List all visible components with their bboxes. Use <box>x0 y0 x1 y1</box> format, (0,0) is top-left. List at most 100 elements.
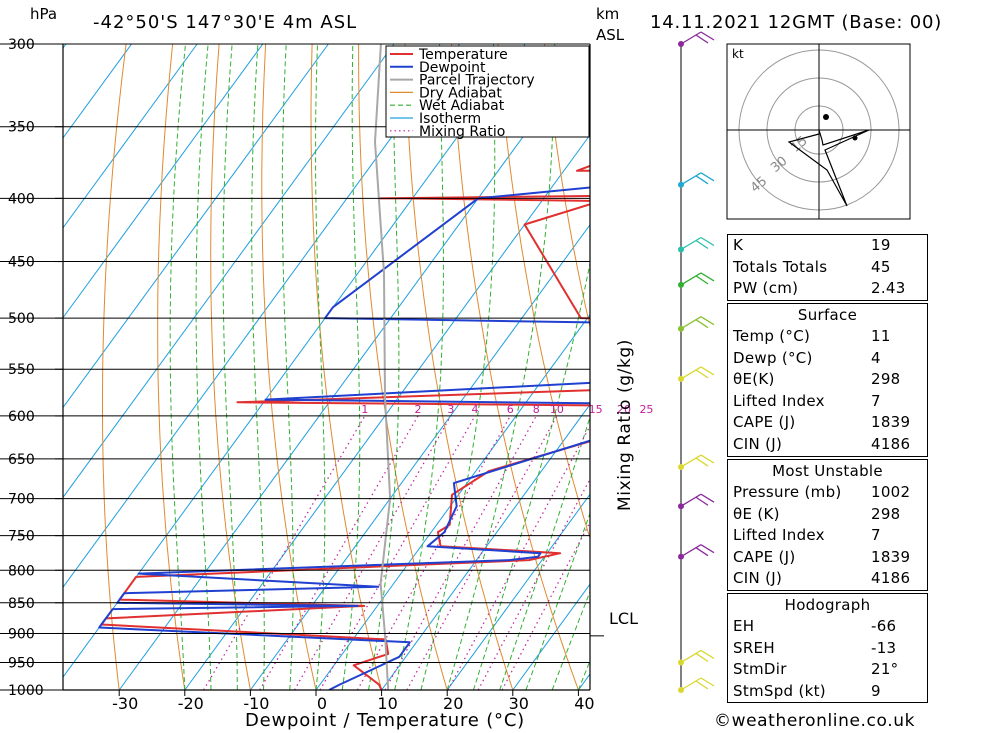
isotherm-line <box>118 44 590 690</box>
panel-row-label: CIN (J) <box>733 569 783 588</box>
panel-row-label: Pressure (mb) <box>733 483 842 501</box>
wet-adiabat-line <box>251 44 265 690</box>
wet-adiabat-line <box>472 261 590 690</box>
pressure-tick-label: 650 <box>8 452 35 468</box>
wind-barb <box>680 544 715 558</box>
isotherm-line <box>446 493 590 690</box>
panel-row: EH -66 <box>728 616 927 638</box>
hodograph-stats-panel: Hodograph EH -66 SREH -13 StmDir 21° StmSpd (k… <box>727 593 928 704</box>
panel-row-label: Temp (°C) <box>733 327 811 345</box>
sounding-profiles <box>98 44 590 690</box>
panel-row: StmSpd (kt) 9 <box>728 681 927 703</box>
x-tick-label: 20 <box>443 694 463 713</box>
pressure-tick-label: 600 <box>8 409 35 425</box>
dry-adiabat-line <box>917 44 1000 690</box>
panel-row: Lifted Index 7 <box>728 391 927 413</box>
panel-row: PW (cm) 2.43 <box>728 278 927 300</box>
panel-row-value: 1002 <box>871 483 911 501</box>
x-tick-label: 10 <box>377 694 397 713</box>
dry-adiabat-line <box>102 44 127 690</box>
wind-barb <box>680 454 715 468</box>
pressure-tick-label: 350 <box>8 120 35 136</box>
dry-adiabat-line <box>963 44 1000 690</box>
panel-row-value: 21° <box>871 660 899 679</box>
x-tick-label: -20 <box>178 694 204 713</box>
panel-row-label: EH <box>733 617 755 635</box>
isotherm-line <box>63 44 329 409</box>
mixing-ratio-axis-label: Mixing Ratio (g/kg) <box>615 339 635 511</box>
panel-row: Totals Totals 45 <box>728 257 927 279</box>
mixing-ratio-line <box>259 415 419 690</box>
indices-panel: K 19 Totals Totals 45 PW (cm) 2.43 <box>727 234 928 301</box>
dry-adiabat-line <box>544 44 590 329</box>
panel-row: θE (K) 298 <box>728 504 927 526</box>
isotherm-line <box>63 44 198 229</box>
lcl-label: LCL <box>609 609 638 628</box>
pressure-tick-label: 1000 <box>8 683 44 699</box>
panel-row-label: CIN (J) <box>733 434 783 453</box>
pressure-tick-label: 400 <box>8 191 35 207</box>
x-tick-label: -30 <box>112 694 138 713</box>
pressure-tick-label: 700 <box>8 492 35 508</box>
panel-row-value: 1839 <box>871 547 911 566</box>
pressure-unit: hPa <box>30 5 57 23</box>
pressure-tick-label: 850 <box>8 596 35 612</box>
panel-row-label: StmDir <box>733 660 787 679</box>
mixing-ratio-label: 1 <box>361 403 368 416</box>
panel-row-value: 11 <box>871 327 891 345</box>
wind-barb <box>680 172 715 186</box>
wet-adiabat-line <box>169 44 186 690</box>
panel-row: Pressure (mb) 1002 <box>728 482 927 504</box>
datetime-label: 14.11.2021 12GMT (Base: 00) <box>650 12 942 33</box>
wind-barb <box>680 31 715 45</box>
panel-row-value: 45 <box>871 257 891 276</box>
location-label: -42°50'S 147°30'E 4m ASL <box>93 12 357 33</box>
mixing-ratio-line <box>319 415 476 690</box>
x-tick-label: 40 <box>574 694 594 713</box>
panel-row-label: K <box>733 236 744 254</box>
wet-adiabat-line <box>394 44 444 690</box>
panel-row-value: 4186 <box>871 434 911 453</box>
wet-adiabat-line <box>341 44 361 690</box>
panel-row-label: θE(K) <box>733 370 775 389</box>
wind-barb <box>680 677 715 691</box>
isotherm-line <box>63 44 460 589</box>
panel-row: CAPE (J) 1839 <box>728 412 927 434</box>
dry-adiabat-line <box>210 44 251 690</box>
parcel-trajectory-series-line <box>374 44 392 690</box>
wind-profile <box>678 31 715 693</box>
wet-adiabat-line <box>446 44 556 690</box>
panel-row-label: Dewp (°C) <box>733 348 813 367</box>
panel-row-label: CAPE (J) <box>733 413 796 432</box>
panel-row-value: 1839 <box>871 413 911 432</box>
wet-adiabat-line <box>315 44 326 690</box>
mixing-ratio-label: 4 <box>472 403 479 416</box>
panel-row-value: 298 <box>871 370 901 389</box>
isotherm-line <box>63 44 264 319</box>
panel-row: Lifted Index 7 <box>728 525 927 547</box>
panel-row: StmDir 21° <box>728 659 927 681</box>
x-axis-label: Dewpoint / Temperature (°C) <box>245 710 525 731</box>
wind-barb <box>680 272 715 286</box>
wind-barb <box>680 316 715 330</box>
x-tick-label: 0 <box>317 694 327 713</box>
wet-adiabat-line <box>222 44 238 690</box>
legend-box <box>385 45 590 138</box>
panel-row-label: SREH <box>733 638 775 657</box>
legend-entry: Parcel Trajectory <box>419 73 535 89</box>
panel-row-value: 4 <box>871 348 881 367</box>
panel-row-value: -13 <box>871 638 897 657</box>
hodograph-stats-title: Hodograph <box>784 596 871 614</box>
wind-barb <box>680 649 715 664</box>
panel-row: Dewp (°C) 4 <box>728 348 927 370</box>
legend-entry: Mixing Ratio <box>419 124 505 140</box>
mixing-ratio-label: 3 <box>447 403 454 416</box>
panel-row-value: 2.43 <box>871 279 906 298</box>
panel-row-label: Lifted Index <box>733 391 825 410</box>
panel-row-label: CAPE (J) <box>733 547 796 566</box>
mixing-ratio-label: 8 <box>533 403 540 416</box>
legend-entry: Wet Adiabat <box>419 98 505 114</box>
wind-barb <box>680 493 715 507</box>
